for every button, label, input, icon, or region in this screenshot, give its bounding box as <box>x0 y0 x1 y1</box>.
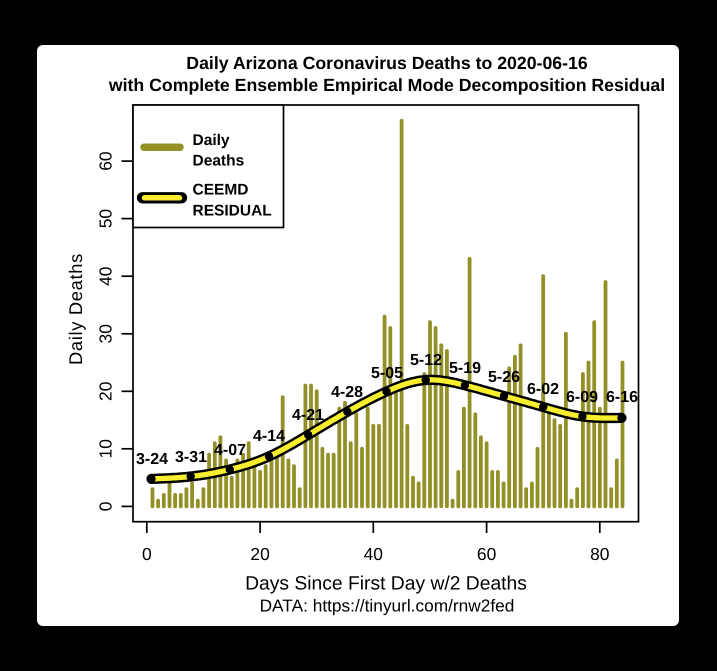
svg-text:DATA: https://tinyurl.com/rnw2: DATA: https://tinyurl.com/rnw2fed <box>260 596 515 616</box>
svg-text:60: 60 <box>95 151 115 170</box>
svg-text:10: 10 <box>95 439 115 458</box>
svg-text:4-07: 4-07 <box>214 442 246 459</box>
svg-text:4-21: 4-21 <box>292 407 324 424</box>
svg-text:6-02: 6-02 <box>527 381 559 398</box>
svg-text:Daily Deaths: Daily Deaths <box>65 253 86 365</box>
svg-text:20: 20 <box>95 382 115 401</box>
svg-text:Daily Arizona Coronavirus Deat: Daily Arizona Coronavirus Deaths to 2020… <box>186 53 588 73</box>
svg-text:4-14: 4-14 <box>253 428 285 445</box>
svg-text:0: 0 <box>95 502 115 512</box>
svg-text:5-05: 5-05 <box>371 365 403 382</box>
svg-text:3-31: 3-31 <box>175 449 207 466</box>
svg-text:50: 50 <box>95 209 115 228</box>
svg-text:60: 60 <box>477 544 496 564</box>
svg-text:80: 80 <box>590 544 609 564</box>
svg-text:0: 0 <box>142 544 152 564</box>
svg-text:5-12: 5-12 <box>410 352 442 369</box>
svg-text:RESIDUAL: RESIDUAL <box>193 203 272 220</box>
svg-text:30: 30 <box>95 324 115 343</box>
svg-text:5-19: 5-19 <box>449 360 481 377</box>
svg-text:40: 40 <box>364 544 383 564</box>
svg-text:Daily: Daily <box>193 132 230 149</box>
svg-text:Deaths: Deaths <box>193 153 245 170</box>
svg-text:6-16: 6-16 <box>606 389 638 406</box>
svg-text:4-28: 4-28 <box>331 384 363 401</box>
svg-text:40: 40 <box>95 267 115 286</box>
svg-text:5-26: 5-26 <box>488 369 520 386</box>
svg-text:CEEMD: CEEMD <box>193 182 249 199</box>
svg-text:3-24: 3-24 <box>136 451 168 468</box>
svg-text:with Complete Ensemble Empiric: with Complete Ensemble Empirical Mode De… <box>108 75 665 95</box>
svg-text:6-09: 6-09 <box>566 389 598 406</box>
svg-text:Days Since First Day w/2 Death: Days Since First Day w/2 Deaths <box>245 574 527 595</box>
svg-text:20: 20 <box>250 544 269 564</box>
